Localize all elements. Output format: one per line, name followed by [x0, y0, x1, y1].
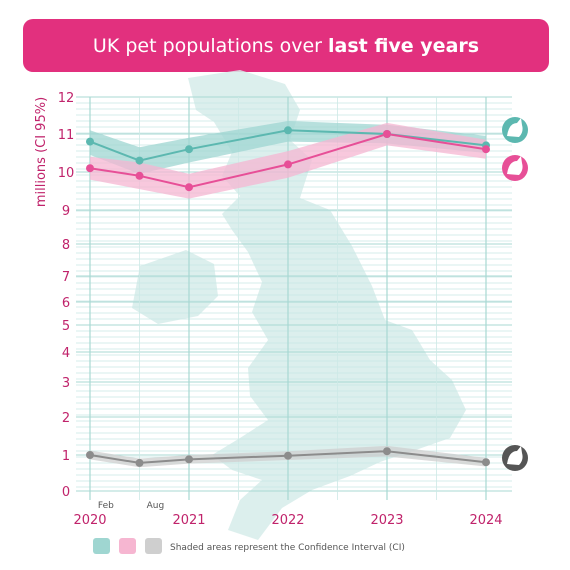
- x-tick-label: 2022: [271, 513, 304, 528]
- x-tick-label: 2021: [172, 513, 205, 528]
- legend-swatch: [119, 538, 136, 554]
- dogs-point: [86, 164, 94, 173]
- x-tick-label: 2024: [469, 513, 502, 528]
- chart-title-regular: UK pet populations over: [92, 34, 322, 57]
- legend-swatch: [145, 538, 162, 554]
- cats-point: [135, 156, 144, 165]
- chart-title-bar: UK pet populations over last five years: [23, 19, 549, 72]
- rabbits-point: [185, 455, 193, 464]
- dogs-point: [284, 160, 292, 169]
- dogs-point: [185, 183, 193, 192]
- series-lines: [89, 129, 487, 464]
- uk-map-background: [132, 70, 466, 540]
- y-tick-label: 12: [58, 91, 75, 106]
- chart-title-bold: last five years: [327, 34, 480, 57]
- rabbits-line: [89, 450, 487, 464]
- grid: [76, 96, 512, 500]
- rabbits-point: [383, 447, 391, 456]
- y-tick-label: 11: [58, 128, 75, 143]
- dogs-point: [383, 130, 391, 138]
- y-tick-label: 4: [62, 346, 70, 361]
- rabbits-point: [86, 451, 94, 459]
- dogs-point: [135, 171, 144, 180]
- y-tick-label: 3: [62, 376, 70, 391]
- rabbits-point: [284, 451, 292, 460]
- y-tick-label: 10: [58, 166, 75, 181]
- legend: Shaded areas represent the Confidence In…: [93, 538, 405, 554]
- x-minor-label: Feb: [98, 501, 114, 511]
- y-tick-label: 2: [62, 411, 70, 426]
- y-tick-label: 5: [62, 319, 70, 334]
- y-tick-label: 8: [62, 238, 70, 253]
- cats-point: [185, 145, 193, 154]
- rabbits-point: [482, 458, 490, 467]
- cat-icon: [502, 117, 528, 143]
- series-icons: [502, 117, 528, 471]
- series-points: [86, 126, 490, 467]
- x-minor-label: Aug: [147, 501, 165, 511]
- y-axis-label: millions (CI 95%): [34, 97, 49, 207]
- y-tick-label: 6: [62, 296, 70, 311]
- cats-point: [86, 137, 94, 146]
- dogs-point: [482, 145, 490, 154]
- x-tick-label: 2020: [73, 513, 106, 528]
- x-tick-label: 2023: [370, 513, 403, 528]
- y-tick-label: 1: [62, 449, 70, 464]
- rabbit-icon: [502, 445, 528, 471]
- legend-swatch: [93, 538, 110, 554]
- y-tick-label: 7: [62, 270, 70, 285]
- legend-note: Shaded areas represent the Confidence In…: [170, 543, 405, 553]
- cats-point: [284, 126, 292, 135]
- dogs-line: [89, 132, 487, 189]
- rabbits-point: [135, 458, 144, 467]
- dog-icon: [502, 155, 528, 181]
- y-tick-label: 0: [62, 485, 70, 500]
- y-tick-label: 9: [62, 204, 70, 219]
